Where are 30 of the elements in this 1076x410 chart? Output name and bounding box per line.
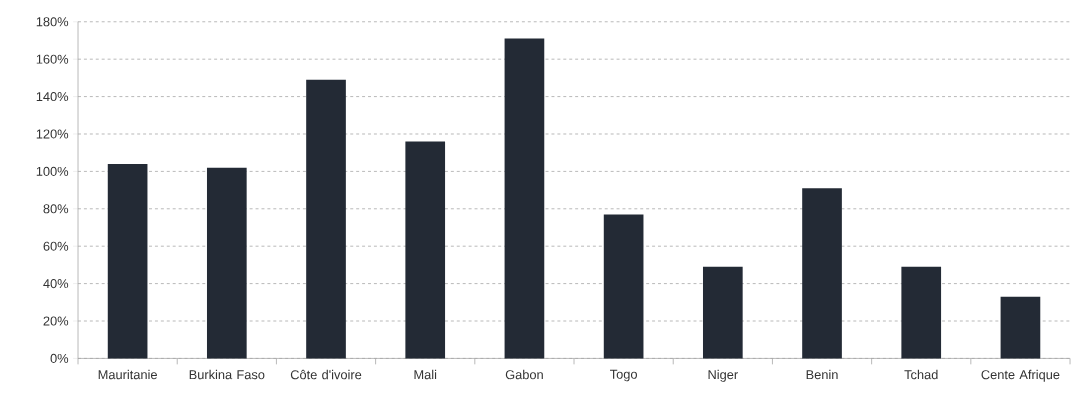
y-tick-label: 120% <box>36 129 69 139</box>
x-tick-label: Benin <box>806 369 838 380</box>
y-tick-label: 140% <box>36 92 69 102</box>
x-tick-label: Tchad <box>904 369 938 380</box>
y-tick-label: 40% <box>43 279 69 289</box>
y-tick-label: 60% <box>43 241 69 251</box>
y-tick-label: 160% <box>36 54 69 64</box>
y-tick-label: 80% <box>43 204 69 214</box>
bar <box>405 141 446 359</box>
bar <box>107 163 148 359</box>
y-tick-label: 0% <box>50 353 69 363</box>
y-tick-label: 180% <box>36 17 69 27</box>
bar <box>901 266 942 359</box>
x-tick-label: Côte d'ivoire <box>290 369 362 380</box>
bar <box>702 266 743 359</box>
x-tick-label: Burkina Faso <box>189 369 265 380</box>
x-tick-label: Niger <box>708 369 738 382</box>
bar <box>206 167 247 359</box>
x-tick-label: Cente Afrique <box>981 369 1060 382</box>
x-tick-label: Mali <box>414 369 437 380</box>
x-tick-label: Togo <box>610 369 637 382</box>
x-tick-label: Gabon <box>505 369 543 380</box>
bar <box>504 38 545 359</box>
bar <box>306 79 346 359</box>
x-tick-label: Mauritanie <box>98 369 157 380</box>
y-tick-label: 100% <box>36 166 69 176</box>
bar <box>603 214 644 359</box>
bar <box>1000 296 1041 359</box>
y-tick-label: 20% <box>43 316 69 326</box>
bar <box>802 188 842 359</box>
